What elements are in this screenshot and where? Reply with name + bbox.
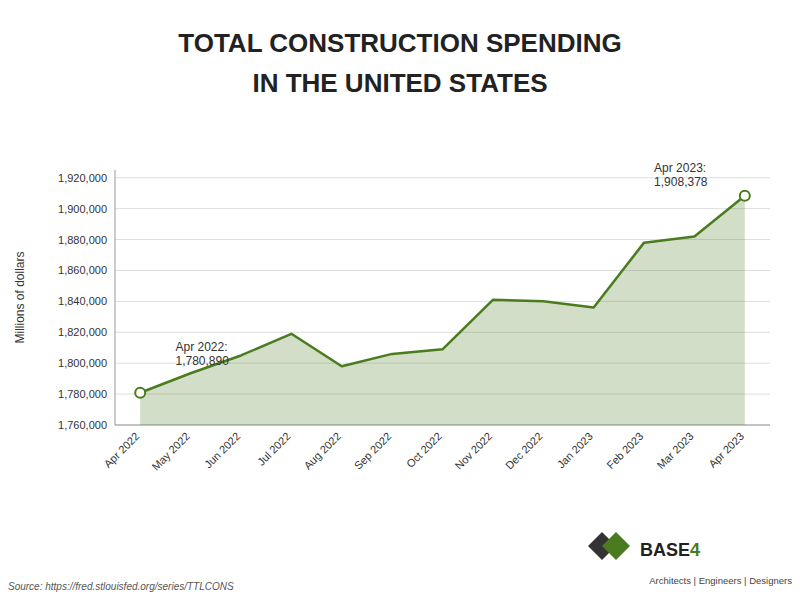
- logo-tagline: Architects | Engineers | Designers: [649, 575, 792, 586]
- y-axis-label: Millions of dollars: [13, 251, 27, 343]
- x-tick-label: Jun 2022: [202, 430, 242, 470]
- chart: TOTAL CONSTRUCTION SPENDING IN THE UNITED…: [0, 0, 800, 600]
- x-tick-label: Mar 2023: [654, 430, 695, 471]
- y-tick-label: 1,840,000: [58, 295, 107, 307]
- x-tick-label: May 2022: [149, 430, 192, 473]
- logo-text: BASE4: [640, 540, 700, 560]
- grid: [115, 178, 770, 425]
- x-tick-label: Sep 2022: [352, 430, 394, 472]
- x-tick-label: Nov 2022: [453, 430, 495, 472]
- plot-area: [135, 191, 750, 425]
- area: [140, 196, 745, 425]
- logo-shape: [602, 532, 630, 560]
- x-tick-label: Feb 2023: [604, 430, 645, 471]
- y-tick-label: 1,900,000: [58, 203, 107, 215]
- y-tick-label: 1,760,000: [58, 419, 107, 431]
- title: TOTAL CONSTRUCTION SPENDING: [178, 28, 621, 58]
- annotation: 1,780,890: [175, 354, 229, 368]
- annotation: Apr 2022:: [175, 340, 227, 354]
- x-tick-label: Jul 2022: [255, 430, 293, 468]
- annotation: Apr 2023:: [654, 161, 706, 175]
- x-tick-label: Apr 2022: [102, 430, 142, 470]
- x-tick-label: Jan 2023: [555, 430, 595, 470]
- x-tick-label: Dec 2022: [503, 430, 545, 472]
- point-marker: [740, 191, 750, 201]
- grid-line: [115, 208, 770, 209]
- point-marker: [135, 388, 145, 398]
- y-tick-label: 1,920,000: [58, 172, 107, 184]
- logo-number: 4: [690, 540, 700, 560]
- x-tick-label: Aug 2022: [301, 430, 343, 472]
- source: Source: https://fred.stlouisfed.org/seri…: [8, 581, 234, 592]
- logo-name: BASE: [640, 540, 690, 560]
- x-tick-label: Oct 2022: [404, 430, 444, 470]
- x-tick-label: Apr 2023: [706, 430, 746, 470]
- annotation: 1,908,378: [654, 175, 708, 189]
- line: [140, 196, 745, 393]
- subtitle: IN THE UNITED STATES: [252, 68, 547, 98]
- y-axis-line: [115, 170, 116, 425]
- y-tick-label: 1,880,000: [58, 234, 107, 246]
- y-tick-label: 1,800,000: [58, 357, 107, 369]
- y-tick-label: 1,820,000: [58, 326, 107, 338]
- y-tick-label: 1,780,000: [58, 388, 107, 400]
- y-tick-label: 1,860,000: [58, 264, 107, 276]
